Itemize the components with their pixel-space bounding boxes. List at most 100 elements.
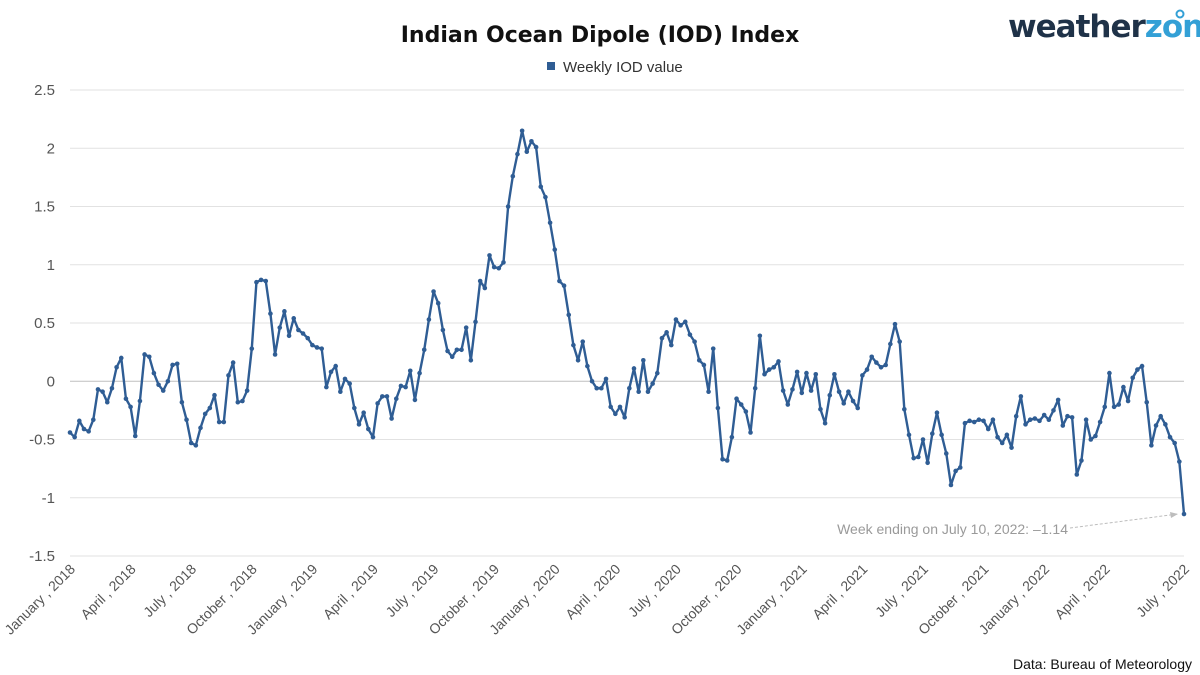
x-tick-label: January , 2021 [733, 561, 810, 638]
chart-title: Indian Ocean Dipole (IOD) Index [401, 23, 800, 48]
data-point [67, 430, 73, 435]
data-point [244, 388, 250, 393]
data-point [673, 317, 679, 322]
data-point [631, 366, 637, 371]
data-point [356, 422, 362, 427]
data-point [678, 323, 683, 328]
data-point [1177, 459, 1182, 464]
data-point [426, 317, 432, 322]
data-point [547, 220, 553, 226]
data-point [1121, 384, 1126, 390]
data-point [850, 398, 856, 404]
data-point [846, 389, 851, 395]
data-point [995, 434, 1000, 440]
data-point [296, 327, 301, 333]
data-point [286, 333, 292, 339]
y-tick-label: -0.5 [29, 432, 55, 449]
data-point [771, 364, 777, 370]
x-tick-label: April , 2022 [1051, 561, 1113, 623]
data-point [361, 410, 366, 416]
data-point [571, 342, 576, 348]
data-point [1074, 472, 1080, 477]
data-point [440, 327, 446, 333]
data-point [729, 434, 735, 440]
data-point [300, 331, 306, 336]
data-point [95, 387, 101, 392]
data-point [659, 335, 665, 341]
data-point [314, 345, 320, 350]
annotation-leader [1069, 513, 1179, 529]
data-point [1083, 417, 1089, 422]
data-point [132, 433, 138, 439]
data-point [1158, 413, 1163, 419]
data-point [641, 357, 646, 363]
data-point [864, 367, 870, 372]
data-point [198, 425, 203, 431]
y-axis: 2.5 2 1.5 1 0.5 0 -0.5 -1 -1.5 [29, 82, 55, 565]
y-tick-label: 1 [47, 257, 55, 274]
data-point [538, 184, 544, 189]
data-point [1153, 423, 1159, 428]
data-point [104, 399, 110, 405]
data-point [874, 360, 879, 365]
data-point [1130, 375, 1136, 381]
data-point [263, 278, 269, 284]
data-point [1060, 423, 1066, 428]
y-tick-label: 1.5 [34, 199, 55, 216]
data-point [682, 319, 688, 325]
data-point [580, 339, 586, 344]
data-point [412, 397, 418, 403]
data-point [277, 325, 283, 330]
data-point [1125, 398, 1131, 404]
data-point [179, 399, 185, 405]
legend[interactable]: Weekly IOD value [547, 59, 683, 76]
data-point [118, 355, 124, 361]
data-point [142, 352, 147, 357]
data-point [212, 392, 217, 398]
data-point [981, 418, 986, 424]
data-point [431, 289, 436, 294]
plot-area [67, 128, 1187, 517]
data-point [515, 151, 520, 157]
logo-text-zone: zone [1145, 9, 1200, 45]
data-point [1009, 445, 1014, 450]
data-point [701, 362, 707, 368]
data-point [696, 357, 702, 363]
data-point [1167, 434, 1173, 440]
data-point [254, 279, 259, 285]
data-point [827, 392, 833, 398]
series-line-weekly-iod [69, 129, 1186, 515]
data-point [449, 354, 455, 360]
data-point [473, 319, 478, 325]
data-point [878, 364, 884, 370]
data-point [496, 265, 502, 271]
data-point [1093, 433, 1098, 439]
x-tick-label: July , 2018 [140, 561, 199, 620]
data-point [869, 354, 875, 360]
data-point [752, 385, 758, 391]
data-point [202, 411, 208, 417]
data-point [860, 373, 865, 378]
data-point [393, 396, 399, 402]
annotation-arrowhead [1170, 512, 1178, 518]
data-point [86, 429, 91, 434]
x-axis: January , 2018 April , 2018 July , 2018Oct… [1, 561, 1192, 638]
data-point [608, 404, 613, 410]
data-point [888, 341, 893, 347]
data-point [370, 434, 376, 440]
data-point [184, 417, 189, 422]
data-point [855, 405, 861, 411]
data-point [948, 482, 954, 488]
data-point [552, 247, 558, 252]
data-point [650, 381, 655, 386]
data-point [137, 398, 143, 404]
data-point [1018, 394, 1024, 399]
gridlines [70, 89, 1184, 557]
data-point [603, 376, 609, 382]
x-tick-label: April , 2020 [562, 561, 624, 623]
data-point [193, 443, 199, 448]
data-point [128, 404, 133, 410]
data-point [1102, 404, 1108, 410]
data-point [561, 283, 567, 289]
data-point [883, 362, 888, 368]
